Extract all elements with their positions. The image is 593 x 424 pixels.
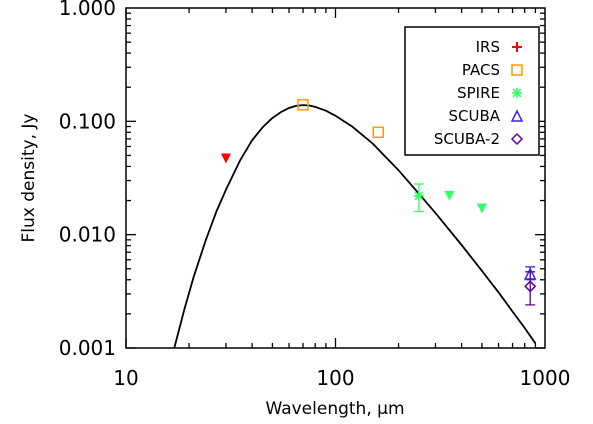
legend-items: IRS PACS SPIRE SCUBA SCUBA-2 [434,38,524,148]
legend-label-scuba: SCUBA [448,107,500,125]
legend-marker-spire [512,88,522,98]
x-tick-label: 100 [316,366,354,390]
scuba-2-point-0 [524,280,537,293]
x-axis-title: Wavelength, μm [265,399,404,419]
pacs-point-0 [297,99,309,111]
y-tick-label: 1.000 [59,0,116,20]
y-tick-label: 0.010 [59,223,116,247]
x-tick-label: 10 [113,366,138,390]
legend-marker-scuba [510,109,524,122]
spire-point-0 [413,190,424,201]
scuba-2-error-bar-0 [525,271,536,306]
model-curve [173,104,537,349]
legend-label-pacs: PACS [462,61,500,79]
y-tick-label: 0.100 [59,109,116,133]
legend-label-spire: SPIRE [457,84,500,102]
legend-marker-irs [512,42,522,52]
irs-point-0 [220,153,231,164]
pacs-point-1 [372,126,385,139]
axis-ticks [125,8,545,349]
tick-labels: 10 100 1000 0.001 0.010 0.100 1.000 [59,0,571,390]
legend-label-irs: IRS [476,38,500,56]
spire-point-1 [444,190,455,201]
x-tick-label: 1000 [520,366,571,390]
legend: IRS PACS SPIRE SCUBA SCUBA-2 [404,26,540,156]
legend-marker-scuba-2 [510,132,524,146]
legend-marker-pacs [511,64,523,76]
data-points-layer [220,99,537,306]
model-curve-layer [173,104,537,349]
spire-point-2 [476,203,487,214]
y-axis-title: Flux density, Jy [19,114,39,243]
y-tick-label: 0.001 [59,336,116,360]
legend-label-scuba-2: SCUBA-2 [434,130,500,148]
